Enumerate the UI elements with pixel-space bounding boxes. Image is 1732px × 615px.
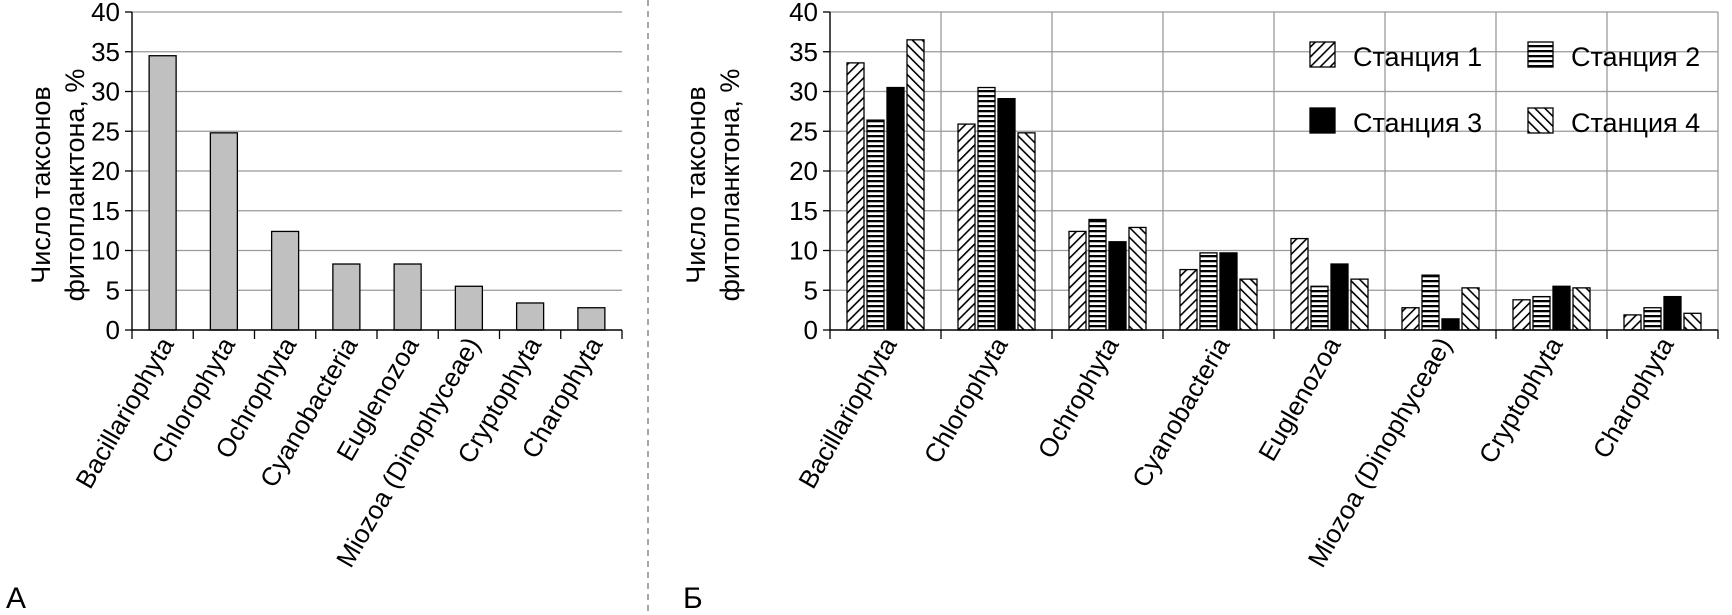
y-tick-label: 5: [804, 275, 818, 305]
panel-a-axes: [125, 11, 623, 339]
panel-a-letter: А: [6, 582, 26, 615]
y-tick-label: 10: [91, 236, 120, 266]
y-tick-label: 25: [789, 116, 818, 146]
y-tick-label: 15: [789, 196, 818, 226]
bar-ochrophyta-station-1: [1068, 230, 1087, 331]
legend-label-station-1: Станция 1: [1353, 42, 1482, 72]
bar-charophyta-station-3: [1663, 295, 1682, 331]
x-tick-label-cyanobacteria: Cyanobacteria: [1126, 332, 1236, 493]
bar-cyanobacteria-station-3: [1219, 252, 1238, 331]
bar-miozoa-dinophyceae: [454, 285, 484, 331]
bar-charophyta: [577, 307, 606, 331]
legend-label-station-4: Станция 4: [1571, 108, 1700, 138]
panel-b-chart: 0 5 10 15 20 25 30 35 40 Bacillariophyta Chloroph…: [681, 0, 1719, 615]
bar-bacillariophyta-station-4: [906, 39, 925, 331]
panel-b-y-label-line2: фитопланктона, %: [715, 69, 745, 302]
y-tick-label: 40: [789, 0, 818, 27]
bar-chlorophyta-station-4: [1017, 132, 1036, 331]
bar-ochrophyta-station-4: [1128, 226, 1147, 331]
panel-a-bars: [148, 55, 606, 331]
bar-miozoa-dinophyceae-station-3: [1441, 318, 1460, 331]
bar-bacillariophyta: [148, 55, 177, 331]
bar-miozoa-dinophyceae-station-4: [1461, 287, 1480, 331]
y-tick-label: 20: [91, 156, 120, 186]
legend-swatch-station-1: [1309, 41, 1336, 68]
bar-euglenozoa-station-3: [1330, 263, 1349, 331]
bar-chlorophyta-station-2: [977, 86, 996, 331]
bar-cyanobacteria-station-1: [1179, 268, 1198, 331]
bar-charophyta-station-4: [1683, 312, 1702, 331]
panel-b-y-tick-labels: 0 5 10 15 20 25 30 35 40: [789, 0, 818, 345]
y-tick-label: 15: [91, 196, 120, 226]
x-tick-label-ochrophyta: Ochrophyta: [1032, 332, 1125, 464]
bar-cyanobacteria-station-4: [1239, 278, 1258, 331]
panel-a-grid: [132, 11, 622, 291]
bar-bacillariophyta-station-3: [886, 86, 905, 331]
y-tick-label: 40: [91, 0, 120, 27]
x-tick-label-bacillariophyta: Bacillariophyta: [69, 332, 180, 494]
y-tick-label: 0: [106, 315, 120, 345]
y-tick-label: 35: [91, 37, 120, 67]
x-tick-label-chlorophyta: Chlorophyta: [918, 332, 1014, 469]
y-tick-label: 25: [91, 116, 120, 146]
panel-b-axes: [823, 11, 1719, 339]
bar-cryptophyta-station-4: [1572, 287, 1591, 331]
y-tick-label: 35: [789, 37, 818, 67]
panel-a-y-label-line2: фитопланктона, %: [60, 69, 90, 302]
legend-swatch-station-3: [1309, 107, 1336, 134]
panel-a-x-tick-labels: BacillariophytaChlorophytaOchrophytaCyan…: [69, 332, 609, 573]
bar-euglenozoa-station-2: [1310, 285, 1329, 331]
bar-euglenozoa: [393, 263, 422, 331]
bar-bacillariophyta-station-1: [846, 62, 865, 331]
bar-euglenozoa-station-4: [1350, 278, 1369, 331]
x-tick-label-bacillariophyta: Bacillariophyta: [792, 332, 903, 494]
bar-miozoa-dinophyceae-station-1: [1401, 307, 1420, 331]
y-tick-label: 0: [804, 315, 818, 345]
legend-swatch-station-2: [1527, 41, 1554, 68]
panel-a-y-label-line1: Число таксонов: [26, 86, 56, 283]
y-tick-label: 30: [789, 77, 818, 107]
bar-cyanobacteria-station-2: [1199, 252, 1218, 331]
bar-charophyta-station-1: [1623, 314, 1642, 331]
panel-a-chart: 0 5 10 15 20 25 30 35 40 BacillariophytaChloroph…: [6, 0, 623, 615]
panel-b-x-tick-labels: Bacillariophyta Chlorophyta Ochrophyta Cyan…: [792, 332, 1680, 573]
bar-charophyta-station-2: [1643, 307, 1662, 331]
x-tick-label-cryptophyta: Cryptophyta: [1473, 332, 1569, 469]
y-tick-label: 10: [789, 236, 818, 266]
bar-chlorophyta-station-1: [957, 123, 976, 331]
panel-b-letter: Б: [683, 582, 703, 615]
bar-ochrophyta-station-2: [1088, 218, 1107, 331]
bar-chlorophyta: [209, 132, 239, 331]
bar-bacillariophyta-station-2: [866, 119, 885, 331]
legend-swatch-station-4: [1527, 107, 1554, 134]
panel-b-legend: Станция 1 Станция 2 Станция 3 Станция 4: [1309, 41, 1700, 138]
bar-ochrophyta-station-3: [1108, 241, 1127, 331]
bar-cryptophyta: [515, 302, 545, 331]
bar-cryptophyta-station-1: [1512, 299, 1531, 331]
bar-cryptophyta-station-3: [1552, 285, 1571, 331]
bar-euglenozoa-station-1: [1290, 237, 1309, 331]
y-tick-label: 30: [91, 77, 120, 107]
bar-cyanobacteria: [332, 263, 361, 331]
legend-label-station-2: Станция 2: [1571, 42, 1700, 72]
x-tick-label-charophyta: Charophyta: [1587, 332, 1680, 464]
y-tick-label: 20: [789, 156, 818, 186]
panel-b-y-label-line1: Число таксонов: [681, 86, 711, 283]
bar-miozoa-dinophyceae-station-2: [1421, 274, 1440, 331]
bar-cryptophyta-station-2: [1532, 295, 1551, 331]
panel-a-y-tick-labels: 0 5 10 15 20 25 30 35 40: [91, 0, 120, 345]
legend-label-station-3: Станция 3: [1353, 108, 1482, 138]
y-tick-label: 5: [106, 275, 120, 305]
x-tick-label-euglenozoa: Euglenozoa: [1252, 332, 1347, 466]
bar-ochrophyta: [270, 230, 300, 331]
bar-chlorophyta-station-3: [997, 98, 1016, 331]
